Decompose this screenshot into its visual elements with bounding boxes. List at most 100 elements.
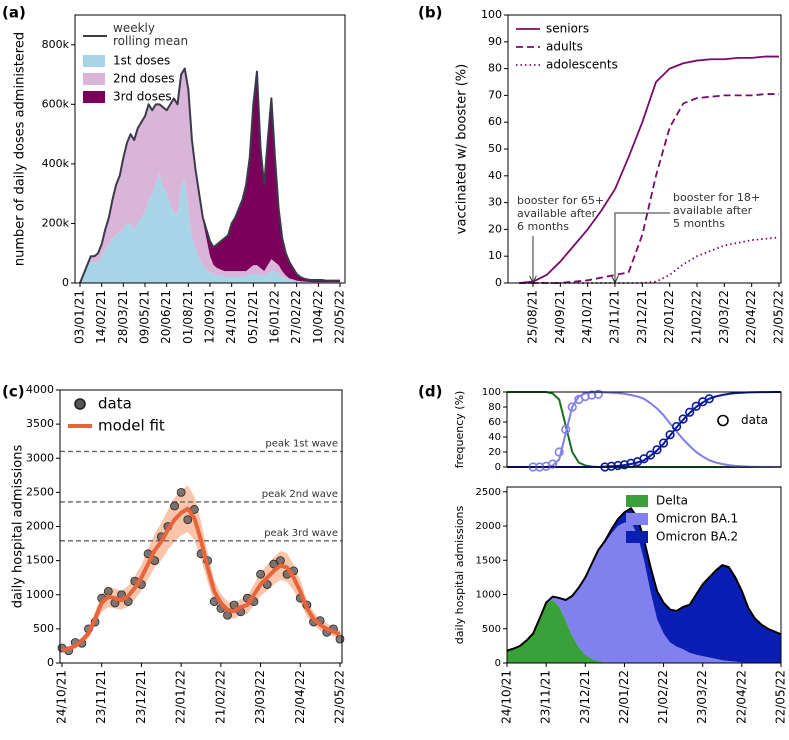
area — [80, 68, 340, 283]
x-tick-label: 24/10/21 — [224, 290, 238, 344]
reference-label: peak 3rd wave — [264, 528, 338, 539]
x-tick-label: 22/05/22 — [774, 670, 788, 724]
y-axis-label: number of daily doses administered — [13, 32, 28, 266]
data-point — [678, 414, 688, 424]
data-point — [223, 610, 232, 620]
panel: peak 1st wave peak 2nd wave peak 3rd wave 0… — [2, 383, 347, 724]
annotation: booster for 18+ available after 5 months — [673, 191, 761, 230]
legend-label: seniors — [546, 22, 589, 36]
annotation: booster for 65+ available after 6 months — [517, 194, 605, 233]
legend-label: adolescents — [546, 58, 618, 72]
x-tick-label: 21/02/22 — [213, 670, 227, 724]
data-point — [580, 391, 590, 402]
y-tick-label: 0 — [495, 658, 501, 669]
axes-frame — [506, 391, 782, 468]
x-tick-label: 22/04/22 — [734, 670, 748, 724]
y-tick-label: 40 — [488, 432, 501, 443]
x-tick-label: 23/03/22 — [253, 670, 267, 724]
x-tick-label: 24/10/21 — [500, 670, 514, 724]
data-point — [645, 450, 656, 460]
x-tick-label: 22/05/22 — [772, 290, 786, 344]
data-point — [256, 569, 265, 579]
data-point — [176, 487, 186, 497]
data-point — [613, 460, 623, 471]
y-tick-label: 1500 — [26, 554, 54, 567]
panel-label: (c) — [2, 383, 25, 401]
data-point — [548, 459, 558, 469]
legend-swatch — [74, 398, 86, 410]
confidence-band — [62, 485, 340, 653]
line — [519, 236, 780, 284]
line — [519, 55, 779, 284]
x-tick-label: 23/12/21 — [134, 670, 148, 724]
data-point — [672, 421, 682, 432]
annotation-box: booster for 65+ available after 6 months — [517, 194, 605, 233]
legend-label: adults — [546, 40, 583, 54]
y-tick-label: 30 — [488, 196, 502, 209]
y-tick-label: 100 — [481, 8, 502, 21]
panel-label: (d) — [418, 383, 442, 401]
data-point — [593, 389, 603, 399]
y-tick-label: 80 — [488, 62, 502, 75]
annotation-box: booster for 18+ available after 5 months — [673, 191, 761, 230]
x-tick-label: 14/02/21 — [94, 290, 108, 344]
data-point — [183, 515, 193, 525]
y-tick-label: 10 — [488, 249, 502, 262]
legend-label: data — [741, 413, 768, 427]
line — [79, 67, 340, 284]
reference-label: peak 2nd wave — [262, 489, 338, 500]
y-tick-label: 800k — [42, 38, 70, 51]
line — [61, 506, 341, 653]
x-tick-label: 23/11/21 — [607, 290, 621, 344]
y-tick-label: 2500 — [476, 487, 501, 498]
axes-frame — [506, 486, 782, 664]
x-tick-label: 01/08/21 — [181, 290, 195, 344]
data-point — [704, 394, 714, 404]
legend-swatch — [717, 414, 729, 427]
legend-swatch — [83, 55, 105, 67]
data-point — [665, 430, 675, 440]
legend-label: model fit — [98, 417, 165, 435]
y-tick-label: 100 — [482, 387, 501, 398]
y-tick-label: 1000 — [476, 590, 501, 601]
legend-swatch — [83, 73, 105, 85]
x-tick-label: 22/05/22 — [333, 290, 347, 344]
x-tick-label: 22/04/22 — [744, 290, 758, 344]
data-point — [335, 634, 345, 644]
x-tick-label: 22/05/22 — [333, 670, 347, 724]
x-tick-label: 24/10/21 — [55, 670, 69, 724]
x-tick-label: 24/09/21 — [553, 290, 567, 344]
data-point — [685, 407, 695, 417]
y-tick-label: 4000 — [26, 383, 54, 396]
data-point — [554, 447, 564, 457]
x-tick-label: 12/09/21 — [203, 290, 217, 344]
legend-label: data — [98, 395, 132, 413]
panel: 0 10 20 30 40 50 60 70 80 90 100 25/08/21 24/09/21 24… — [418, 4, 786, 344]
data-point — [652, 445, 662, 455]
y-axis-label: frequency (%) — [453, 391, 466, 469]
y-tick-label: 1000 — [26, 588, 54, 601]
line — [507, 391, 781, 468]
x-tick-label: 09/05/21 — [138, 290, 152, 344]
y-tick-label: 60 — [488, 417, 501, 428]
y-tick-label: 3000 — [26, 451, 54, 464]
x-tick-label: 22/01/22 — [662, 290, 676, 344]
panel-label: (b) — [418, 4, 442, 22]
legend-label-box: weekly rolling mean — [113, 22, 188, 48]
area — [80, 172, 340, 283]
x-tick-label: 10/04/22 — [311, 290, 325, 344]
y-tick-label: 500 — [482, 624, 501, 635]
y-tick-label: 0 — [495, 276, 502, 289]
x-tick-label: 27/02/22 — [289, 290, 303, 344]
x-tick-label: 23/11/21 — [94, 670, 108, 724]
legend-label: Omicron BA.1 — [656, 512, 738, 526]
y-tick-label: 60 — [488, 115, 502, 128]
y-tick-label: 40 — [488, 169, 502, 182]
data-point — [658, 438, 669, 448]
data-point — [619, 460, 630, 470]
y-axis-label: daily hospital admissions — [11, 445, 26, 609]
data-point — [561, 424, 571, 435]
y-tick-label: 0 — [47, 656, 54, 669]
y-tick-label: 90 — [488, 35, 502, 48]
